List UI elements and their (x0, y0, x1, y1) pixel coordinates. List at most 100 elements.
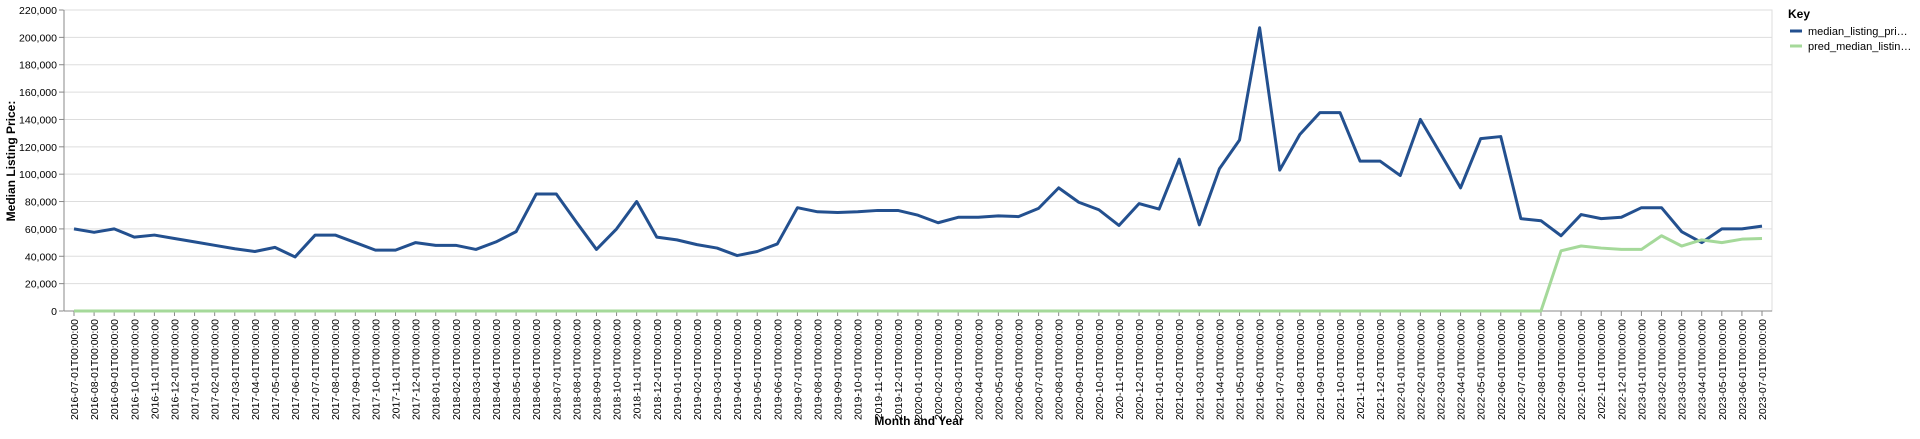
y-tick-label: 100,000 (19, 169, 57, 181)
x-tick-label: 2022-01-01T00:00:00 (1395, 319, 1407, 420)
x-tick-label: 2017-06-01T00:00:00 (290, 319, 302, 420)
y-tick-label: 220,000 (19, 5, 57, 17)
x-tick-label: 2020-03-01T00:00:00 (953, 319, 965, 420)
x-tick-label: 2018-08-01T00:00:00 (571, 319, 583, 420)
x-axis-title: Month and Year (874, 414, 963, 428)
x-tick-label: 2023-01-01T00:00:00 (1636, 319, 1648, 420)
x-tick-label: 2019-04-01T00:00:00 (732, 319, 744, 420)
x-tick-label: 2023-04-01T00:00:00 (1697, 319, 1709, 420)
x-tick-label: 2023-02-01T00:00:00 (1657, 319, 1669, 420)
x-tick-label: 2020-12-01T00:00:00 (1134, 319, 1146, 420)
y-tick-label: 120,000 (19, 142, 57, 154)
x-tick-label: 2019-03-01T00:00:00 (712, 319, 724, 420)
x-tick-label: 2018-01-01T00:00:00 (431, 319, 443, 420)
x-tick-label: 2023-03-01T00:00:00 (1677, 319, 1689, 420)
x-tick-label: 2021-02-01T00:00:00 (1174, 319, 1186, 420)
x-tick-label: 2017-11-01T00:00:00 (391, 319, 403, 419)
series-line (73, 26, 1763, 259)
x-tick-label: 2017-01-01T00:00:00 (190, 319, 202, 420)
x-tick-label: 2022-06-01T00:00:00 (1496, 319, 1508, 420)
x-tick-label: 2021-07-01T00:00:00 (1275, 319, 1287, 420)
x-tick-label: 2019-08-01T00:00:00 (813, 319, 825, 420)
y-tick-label: 200,000 (19, 32, 57, 44)
x-tick-label: 2018-09-01T00:00:00 (591, 319, 603, 420)
x-tick-label: 2022-02-01T00:00:00 (1415, 319, 1427, 420)
x-tick-label: 2016-08-01T00:00:00 (89, 319, 101, 420)
x-tick-label: 2018-11-01T00:00:00 (632, 319, 644, 419)
x-tick-label: 2019-12-01T00:00:00 (893, 319, 905, 420)
y-tick-label: 0 (51, 306, 57, 318)
y-tick-label: 60,000 (25, 224, 57, 236)
x-tick-label: 2019-06-01T00:00:00 (772, 319, 784, 420)
x-tick-label: 2019-07-01T00:00:00 (792, 319, 804, 420)
legend-label: pred_median_listin… (1808, 41, 1911, 53)
x-tick-label: 2017-04-01T00:00:00 (250, 319, 262, 420)
x-tick-label: 2019-10-01T00:00:00 (853, 319, 865, 420)
x-tick-label: 2023-06-01T00:00:00 (1737, 319, 1749, 420)
x-tick-label: 2017-08-01T00:00:00 (330, 319, 342, 420)
x-tick-label: 2022-03-01T00:00:00 (1435, 319, 1447, 420)
y-tick-label: 80,000 (25, 197, 57, 209)
x-tick-label: 2017-03-01T00:00:00 (230, 319, 242, 420)
x-tick-label: 2020-10-01T00:00:00 (1094, 319, 1106, 420)
x-tick-label: 2022-12-01T00:00:00 (1616, 319, 1628, 420)
x-tick-label: 2021-08-01T00:00:00 (1295, 319, 1307, 420)
x-tick-label: 2022-09-01T00:00:00 (1556, 319, 1568, 420)
x-tick-label: 2019-09-01T00:00:00 (833, 319, 845, 420)
x-tick-label: 2021-11-01T00:00:00 (1355, 319, 1367, 419)
x-tick-label: 2017-12-01T00:00:00 (411, 319, 423, 420)
y-axis-title: Median Listing Price: (4, 101, 18, 222)
x-tick-label: 2021-03-01T00:00:00 (1194, 319, 1206, 420)
x-tick-label: 2018-05-01T00:00:00 (511, 319, 523, 420)
plot-frame (63, 9, 1773, 312)
x-tick-label: 2022-07-01T00:00:00 (1516, 319, 1528, 420)
x-tick-label: 2020-09-01T00:00:00 (1074, 319, 1086, 420)
x-tick-label: 2017-02-01T00:00:00 (210, 319, 222, 420)
x-tick-label: 2016-12-01T00:00:00 (169, 319, 181, 420)
x-tick-label: 2020-05-01T00:00:00 (993, 319, 1005, 420)
y-tick-label: 180,000 (19, 60, 57, 72)
y-tick-label: 140,000 (19, 114, 57, 126)
x-tick-label: 2021-12-01T00:00:00 (1375, 319, 1387, 420)
legend-label: median_listing_pri… (1808, 26, 1908, 38)
x-tick-label: 2020-04-01T00:00:00 (973, 319, 985, 420)
x-tick-label: 2022-08-01T00:00:00 (1536, 319, 1548, 420)
x-tick-label: 2018-12-01T00:00:00 (652, 319, 664, 420)
x-tick-label: 2018-03-01T00:00:00 (471, 319, 483, 420)
x-tick-label: 2021-06-01T00:00:00 (1255, 319, 1267, 420)
x-tick-label: 2019-01-01T00:00:00 (672, 319, 684, 420)
x-tick-label: 2018-10-01T00:00:00 (612, 319, 624, 420)
x-tick-label: 2020-11-01T00:00:00 (1114, 319, 1126, 419)
x-tick-label: 2019-02-01T00:00:00 (692, 319, 704, 420)
x-tick-label: 2021-01-01T00:00:00 (1154, 319, 1166, 420)
x-tick-label: 2016-09-01T00:00:00 (109, 319, 121, 420)
x-tick-label: 2017-07-01T00:00:00 (310, 319, 322, 420)
x-tick-label: 2016-07-01T00:00:00 (69, 319, 81, 420)
x-tick-label: 2021-10-01T00:00:00 (1335, 319, 1347, 420)
x-tick-label: 2022-11-01T00:00:00 (1596, 319, 1608, 419)
x-tick-label: 2018-02-01T00:00:00 (451, 319, 463, 420)
x-tick-label: 2019-05-01T00:00:00 (752, 319, 764, 420)
x-tick-label: 2023-05-01T00:00:00 (1717, 319, 1729, 420)
x-tick-label: 2022-10-01T00:00:00 (1576, 319, 1588, 420)
series-line (74, 234, 1763, 313)
y-tick-label: 20,000 (25, 279, 57, 291)
x-tick-label: 2022-05-01T00:00:00 (1476, 319, 1488, 420)
x-tick-label: 2020-02-01T00:00:00 (933, 319, 945, 420)
x-tick-label: 2020-08-01T00:00:00 (1054, 319, 1066, 420)
x-tick-label: 2021-05-01T00:00:00 (1235, 319, 1247, 420)
x-tick-label: 2021-04-01T00:00:00 (1214, 319, 1226, 420)
x-tick-label: 2018-06-01T00:00:00 (531, 319, 543, 420)
y-tick-label: 160,000 (19, 87, 57, 99)
x-tick-label: 2022-04-01T00:00:00 (1456, 319, 1468, 420)
x-tick-label: 2017-10-01T00:00:00 (370, 319, 382, 420)
x-tick-label: 2018-07-01T00:00:00 (551, 319, 563, 420)
legend-title: Key (1788, 7, 1810, 21)
x-tick-label: 2023-07-01T00:00:00 (1757, 319, 1769, 420)
x-tick-label: 2020-07-01T00:00:00 (1034, 319, 1046, 420)
x-tick-label: 2016-11-01T00:00:00 (149, 319, 161, 419)
x-tick-label: 2020-06-01T00:00:00 (1013, 319, 1025, 420)
x-tick-label: 2016-10-01T00:00:00 (129, 319, 141, 420)
